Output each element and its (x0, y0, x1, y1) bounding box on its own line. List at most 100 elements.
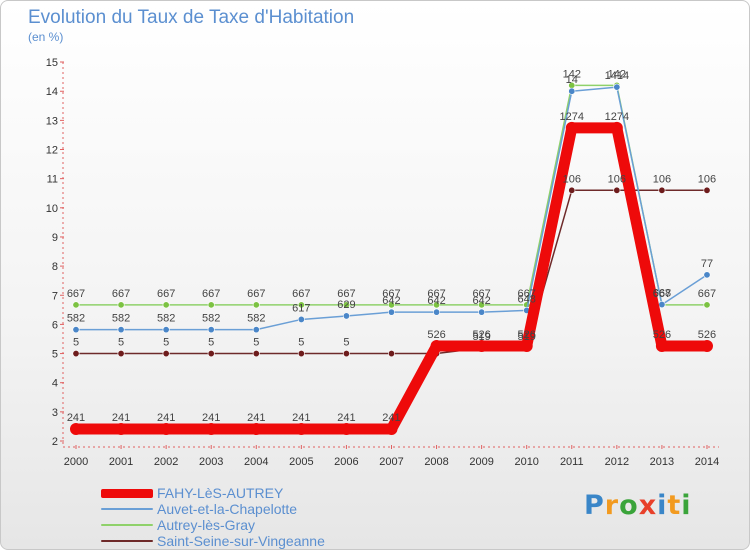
data-label: 5 (163, 337, 169, 349)
y-tick-label: 11 (47, 174, 58, 186)
data-label: 582 (202, 313, 220, 325)
data-label: 5 (298, 337, 304, 349)
data-label: 526 (472, 329, 490, 341)
data-point (387, 308, 395, 316)
data-point (115, 423, 128, 436)
data-label: 526 (698, 329, 716, 341)
data-label: 106 (608, 173, 626, 185)
data-label: 667 (202, 288, 220, 300)
data-point (117, 350, 125, 358)
data-label: 241 (382, 412, 400, 424)
data-point (162, 350, 170, 358)
data-label: 667 (67, 288, 85, 300)
data-point (520, 339, 533, 352)
data-label: 667 (427, 288, 445, 300)
data-point (162, 301, 170, 309)
legend-label: Autrey-lès-Gray (157, 517, 256, 533)
data-label: 14 (566, 74, 578, 86)
data-point (658, 186, 666, 194)
data-label: 5 (208, 337, 214, 349)
legend-label: FAHY-LèS-AUTREY (157, 485, 284, 501)
data-label: 667 (472, 288, 490, 300)
data-label: 5 (73, 337, 79, 349)
data-point (297, 315, 305, 323)
y-tick-label: 13 (46, 115, 58, 127)
x-tick-label: 2008 (424, 456, 448, 468)
legend-item-auvet[interactable]: Auvet-et-la-Chapelotte (101, 501, 325, 517)
data-point (162, 326, 170, 334)
logo-letter: i (657, 490, 668, 521)
x-tick-label: 2006 (334, 456, 358, 468)
data-label: 241 (112, 412, 130, 424)
data-label: 582 (157, 313, 175, 325)
data-label: 668 (653, 288, 671, 300)
logo-letter: i (681, 490, 692, 521)
y-tick-label: 10 (46, 203, 58, 215)
logo-letter: P (584, 490, 605, 521)
x-tick-label: 2010 (514, 456, 538, 468)
data-label: 1274 (560, 111, 584, 123)
data-point (250, 423, 263, 436)
data-point (430, 339, 443, 352)
legend-item-saint-seine[interactable]: Saint-Seine-sur-Vingeanne (101, 533, 325, 549)
data-point (70, 423, 82, 436)
legend-swatch (101, 524, 153, 526)
x-tick-label: 2002 (154, 456, 178, 468)
data-point (658, 301, 666, 309)
data-label: 106 (563, 173, 581, 185)
data-label: 526 (427, 329, 445, 341)
data-label: 648 (518, 293, 536, 305)
data-point (568, 87, 576, 95)
data-point (385, 423, 398, 436)
data-label: 642 (427, 295, 445, 307)
legend-swatch (101, 488, 153, 498)
data-point (252, 301, 260, 309)
y-tick-label: 14 (46, 86, 58, 98)
data-label: 142 (563, 68, 581, 80)
x-tick-label: 2005 (289, 456, 313, 468)
y-tick-label: 6 (52, 319, 58, 331)
legend-item-autrey[interactable]: Autrey-lès-Gray (101, 517, 325, 533)
data-point (703, 301, 711, 309)
data-label: 241 (337, 412, 355, 424)
legend-label: Auvet-et-la-Chapelotte (157, 501, 298, 517)
data-point (207, 326, 215, 334)
data-point (610, 121, 623, 134)
data-label: 77 (701, 258, 713, 270)
data-point (433, 308, 441, 316)
y-tick-label: 7 (52, 290, 58, 302)
data-label: 526 (653, 329, 671, 341)
y-tick-label: 9 (52, 232, 58, 244)
data-label: 582 (247, 313, 265, 325)
data-label: 667 (382, 288, 400, 300)
data-point (297, 350, 305, 358)
data-point (703, 186, 711, 194)
data-label: 5 (253, 337, 259, 349)
unit-label: (en %) (28, 30, 64, 44)
data-label: 629 (337, 299, 355, 311)
x-tick-label: 2009 (469, 456, 493, 468)
data-point (478, 308, 486, 316)
data-label: 1274 (605, 111, 629, 123)
y-tick-label: 15 (46, 57, 58, 69)
data-point (613, 186, 621, 194)
x-tick-label: 2000 (64, 456, 88, 468)
data-point (387, 350, 395, 358)
data-label: 582 (112, 313, 130, 325)
data-point (207, 350, 215, 358)
data-point (117, 326, 125, 334)
data-point (342, 312, 350, 320)
data-point (252, 326, 260, 334)
data-point (72, 326, 80, 334)
legend-item-fahy[interactable]: FAHY-LèS-AUTREY (101, 485, 325, 501)
data-point (295, 423, 308, 436)
data-label: 5 (343, 337, 349, 349)
y-tick-label: 3 (52, 407, 58, 419)
data-point (475, 339, 488, 352)
data-label: 667 (698, 288, 716, 300)
x-tick-label: 2014 (695, 456, 719, 468)
data-point (565, 121, 578, 134)
x-tick-label: 2007 (379, 456, 403, 468)
data-point (478, 301, 486, 309)
